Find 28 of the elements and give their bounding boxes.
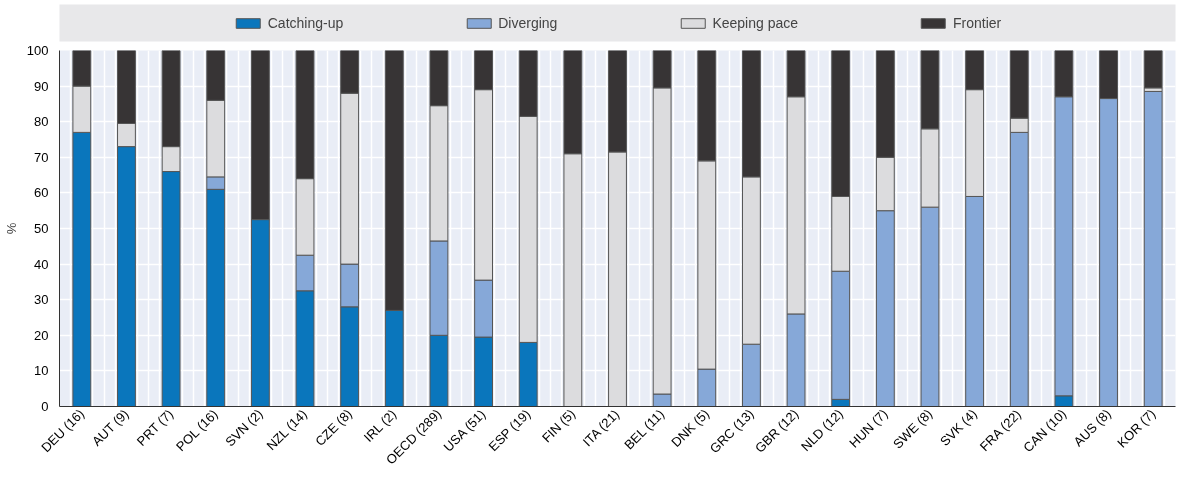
x-tick-label: NZL (14) (263, 406, 310, 454)
legend-label: Keeping pace (712, 14, 799, 31)
legend-label: Catching-up (267, 14, 344, 31)
y-tick-label: 70 (34, 149, 49, 165)
y-tick-label: 50 (34, 221, 49, 236)
x-tick-label: ESP (19) (485, 406, 534, 455)
x-tick-label: ITA (21) (579, 406, 623, 450)
bar (1143, 50, 1163, 89)
y-tick-label: 10 (34, 363, 49, 379)
legend-label: Diverging (498, 14, 558, 31)
x-tick-label: POL (16) (173, 406, 221, 455)
y-tick-label: 0 (41, 399, 49, 414)
y-tick-label: 100 (26, 43, 49, 58)
y-tick-label: 30 (34, 292, 49, 308)
y-tick-label: 60 (34, 185, 49, 201)
y-tick-label: 90 (34, 78, 49, 94)
legend-label: Frontier (953, 14, 1002, 31)
y-tick-label: 80 (34, 114, 49, 130)
x-tick-label: FIN (5) (538, 406, 579, 446)
x-tick-label: NLD (12) (798, 406, 847, 455)
bar (1143, 90, 1163, 407)
x-tick-label: SVK (4) (937, 406, 980, 449)
y-tick-label: 40 (34, 256, 49, 272)
x-tick-label: IRL (2) (360, 406, 400, 445)
y-axis-title: % (3, 222, 19, 235)
x-tick-label: CZE (8) (312, 406, 355, 449)
x-tick-label: BEL (11) (621, 406, 668, 453)
y-tick-label: 20 (34, 327, 49, 343)
